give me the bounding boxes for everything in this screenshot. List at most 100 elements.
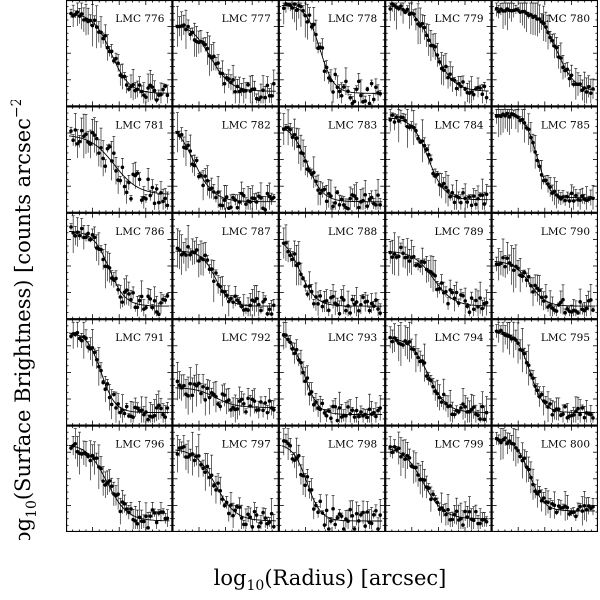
- data-point: [520, 348, 525, 353]
- data-point: [165, 93, 170, 98]
- data-point: [150, 85, 155, 89]
- data-point: [218, 284, 223, 289]
- data-point: [574, 409, 578, 414]
- data-point: [303, 483, 308, 488]
- data-point: [574, 193, 578, 198]
- data-point: [246, 396, 250, 401]
- data-point: [214, 394, 218, 399]
- data-point: [297, 453, 301, 458]
- data-point: [326, 409, 331, 413]
- data-point: [591, 196, 595, 201]
- data-point: [422, 478, 427, 482]
- data-point: [239, 304, 244, 309]
- data-point: [294, 136, 299, 140]
- data-point: [401, 452, 405, 456]
- data-point: [567, 76, 572, 81]
- data-point: [363, 524, 367, 528]
- panel-label: LMC 793: [328, 332, 377, 344]
- panel-label: LMC 780: [541, 13, 590, 25]
- panel: LMC 778: [278, 0, 386, 107]
- data-point: [231, 513, 235, 518]
- panel: LMC 791: [66, 319, 173, 426]
- data-point: [218, 404, 223, 409]
- data-point: [435, 500, 440, 505]
- data-point: [535, 388, 540, 393]
- data-point: [311, 22, 316, 27]
- data-point: [589, 91, 593, 95]
- data-point: [288, 253, 293, 258]
- data-point: [205, 258, 210, 262]
- data-point: [139, 408, 144, 413]
- data-point: [148, 193, 153, 198]
- data-point: [209, 186, 214, 191]
- data-point: [367, 101, 372, 106]
- data-point: [533, 384, 537, 388]
- data-point: [544, 295, 548, 299]
- data-point: [516, 448, 520, 453]
- data-point: [120, 408, 125, 412]
- data-point: [352, 194, 357, 198]
- data-point: [331, 507, 335, 511]
- panel-label: LMC 786: [115, 226, 164, 238]
- data-point: [320, 401, 325, 406]
- data-point: [467, 509, 472, 514]
- data-point: [79, 226, 84, 231]
- data-point: [301, 473, 305, 478]
- data-point: [433, 274, 437, 278]
- data-point: [520, 458, 525, 463]
- data-point: [165, 203, 170, 208]
- data-point: [394, 338, 399, 343]
- data-point: [229, 80, 233, 85]
- data-point: [212, 54, 216, 59]
- data-point: [131, 415, 135, 419]
- data-point: [197, 381, 201, 386]
- data-point: [418, 24, 422, 28]
- data-point: [348, 412, 353, 416]
- data-point: [148, 514, 153, 518]
- data-point: [390, 339, 395, 344]
- data-point: [252, 399, 257, 403]
- data-point: [199, 463, 203, 467]
- data-point: [246, 308, 250, 312]
- data-point: [73, 12, 78, 17]
- data-point: [471, 194, 476, 198]
- data-point: [235, 84, 240, 89]
- data-point: [571, 199, 576, 203]
- data-point: [522, 270, 527, 275]
- data-point: [522, 456, 527, 461]
- data-point: [222, 503, 227, 508]
- data-point: [77, 139, 82, 144]
- data-point: [109, 159, 114, 163]
- data-point: [194, 248, 199, 252]
- data-point: [452, 78, 457, 83]
- data-point: [441, 181, 446, 186]
- data-point: [229, 205, 233, 210]
- data-point: [354, 196, 359, 201]
- data-point: [559, 56, 563, 60]
- data-point: [242, 401, 246, 406]
- data-point: [392, 444, 397, 449]
- data-point: [390, 113, 395, 117]
- data-point: [92, 350, 97, 355]
- data-point: [509, 263, 514, 268]
- data-point: [524, 278, 529, 282]
- data-point: [403, 10, 408, 15]
- data-point: [471, 307, 476, 312]
- data-point: [227, 299, 231, 304]
- data-point: [292, 252, 297, 256]
- data-point: [157, 312, 161, 317]
- data-point: [376, 408, 380, 413]
- data-point: [256, 302, 261, 307]
- panel: LMC 777: [172, 0, 279, 107]
- data-point: [478, 521, 482, 526]
- data-point: [533, 489, 537, 494]
- panel-label: LMC 797: [222, 439, 271, 451]
- data-point: [439, 506, 444, 510]
- data-point: [589, 412, 593, 417]
- data-point: [567, 199, 572, 203]
- data-point: [422, 143, 427, 148]
- data-point: [476, 305, 480, 309]
- data-point: [356, 205, 361, 210]
- data-point: [271, 524, 276, 529]
